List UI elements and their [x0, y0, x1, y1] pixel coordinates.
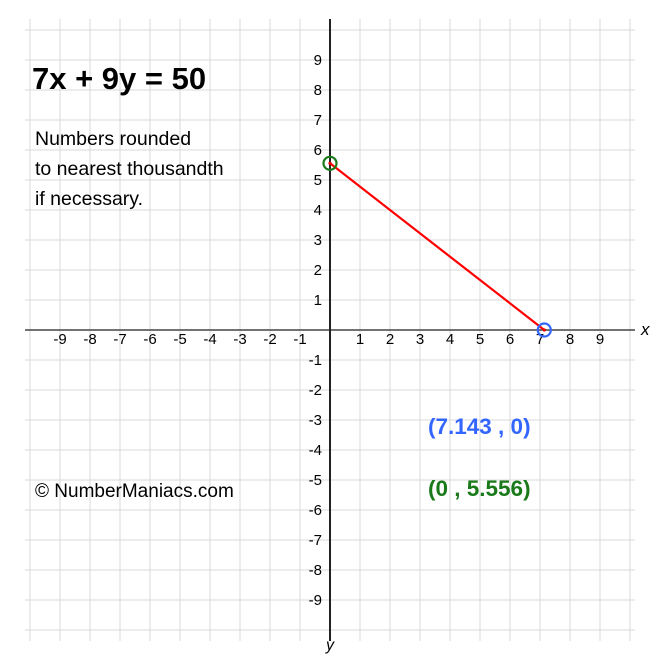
svg-text:2: 2 [314, 262, 322, 279]
svg-text:-2: -2 [263, 331, 276, 348]
svg-text:-3: -3 [233, 331, 246, 348]
svg-text:-3: -3 [309, 412, 322, 429]
svg-text:9: 9 [314, 52, 322, 69]
svg-text:-7: -7 [113, 331, 126, 348]
svg-text:-9: -9 [53, 331, 66, 348]
svg-text:9: 9 [596, 331, 604, 348]
svg-text:-6: -6 [143, 331, 156, 348]
svg-text:-5: -5 [309, 472, 322, 489]
svg-text:1: 1 [314, 292, 322, 309]
svg-text:-4: -4 [309, 442, 322, 459]
svg-text:-1: -1 [293, 331, 306, 348]
svg-text:-5: -5 [173, 331, 186, 348]
svg-text:-4: -4 [203, 331, 216, 348]
svg-text:6: 6 [314, 142, 322, 159]
svg-text:2: 2 [386, 331, 394, 348]
svg-text:5: 5 [314, 172, 322, 189]
svg-text:6: 6 [506, 331, 514, 348]
svg-text:4: 4 [446, 331, 454, 348]
svg-text:-8: -8 [83, 331, 96, 348]
svg-text:-8: -8 [309, 562, 322, 579]
svg-text:x: x [640, 320, 650, 339]
svg-text:8: 8 [566, 331, 574, 348]
svg-text:1: 1 [356, 331, 364, 348]
svg-text:5: 5 [476, 331, 484, 348]
svg-text:-6: -6 [309, 502, 322, 519]
svg-text:4: 4 [314, 202, 322, 219]
svg-text:y: y [325, 637, 335, 654]
svg-text:-1: -1 [309, 352, 322, 369]
svg-text:3: 3 [314, 232, 322, 249]
svg-text:3: 3 [416, 331, 424, 348]
svg-text:8: 8 [314, 82, 322, 99]
svg-text:-9: -9 [309, 592, 322, 609]
svg-text:-7: -7 [309, 532, 322, 549]
svg-text:7: 7 [314, 112, 322, 129]
svg-text:-2: -2 [309, 382, 322, 399]
